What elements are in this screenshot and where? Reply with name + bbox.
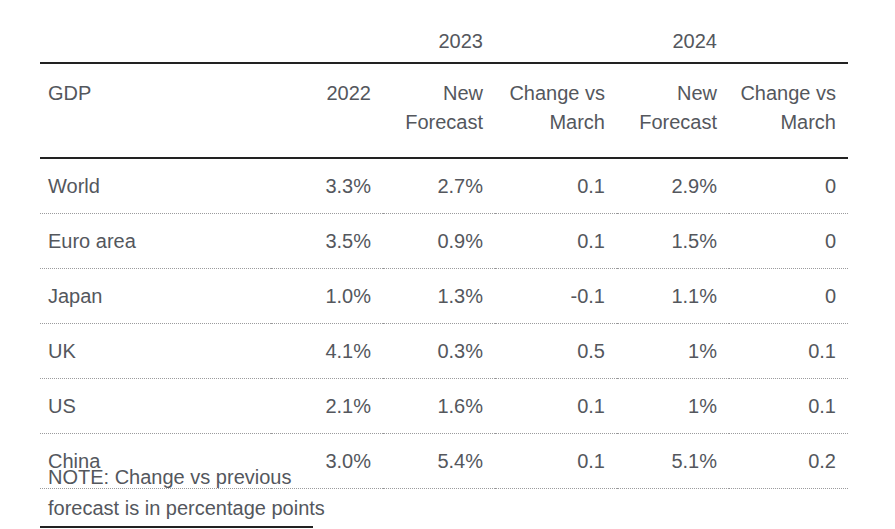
value-cell: 2.9% [617, 158, 729, 214]
value-cell: 1% [617, 379, 729, 434]
footnote-line-1: NOTE: Change vs previous [48, 462, 325, 493]
row-label: World [40, 158, 271, 214]
value-cell: 1.1% [617, 269, 729, 324]
value-cell: 1.0% [271, 269, 383, 324]
value-cell: 0 [729, 158, 848, 214]
value-cell: 4.1% [271, 324, 383, 379]
value-cell: 5.1% [617, 434, 729, 489]
value-cell: 0.1 [729, 379, 848, 434]
value-cell: 1.5% [617, 214, 729, 269]
value-cell: 0 [729, 269, 848, 324]
value-cell: 2.1% [271, 379, 383, 434]
gdp-forecast-table-graphic: 2023 2024 GDP 2022 New Forecast Change v… [0, 0, 895, 529]
year-header-2023: 2023 [383, 0, 495, 63]
spacer-cell [729, 0, 848, 63]
year-header-2024: 2024 [617, 0, 729, 63]
value-cell: 0.1 [729, 324, 848, 379]
column-header-row: GDP 2022 New Forecast Change vs March Ne… [40, 63, 848, 158]
spacer-cell [271, 0, 383, 63]
footnote-line-2: forecast is in percentage points [48, 493, 325, 524]
value-cell: 0.1 [495, 379, 617, 434]
bottom-rule-divider [40, 526, 313, 528]
col-header-2022: 2022 [271, 63, 383, 158]
row-label: Euro area [40, 214, 271, 269]
value-cell: 0.9% [383, 214, 495, 269]
value-cell: 1.3% [383, 269, 495, 324]
footnote: NOTE: Change vs previous forecast is in … [48, 462, 325, 524]
value-cell: 2.7% [383, 158, 495, 214]
value-cell: 0.1 [495, 214, 617, 269]
spacer-cell [495, 0, 617, 63]
table-row-euro-area: Euro area 3.5% 0.9% 0.1 1.5% 0 [40, 214, 848, 269]
row-label: Japan [40, 269, 271, 324]
row-label: UK [40, 324, 271, 379]
value-cell: 0.2 [729, 434, 848, 489]
value-cell: 5.4% [383, 434, 495, 489]
value-cell: 1.6% [383, 379, 495, 434]
col-header-change-vs-march-2023: Change vs March [495, 63, 617, 158]
value-cell: 3.5% [271, 214, 383, 269]
col-header-gdp: GDP [40, 63, 271, 158]
col-header-new-forecast-2024: New Forecast [617, 63, 729, 158]
col-header-change-vs-march-2024: Change vs March [729, 63, 848, 158]
value-cell: 1% [617, 324, 729, 379]
table-row-world: World 3.3% 2.7% 0.1 2.9% 0 [40, 158, 848, 214]
year-header-row: 2023 2024 [40, 0, 848, 63]
table-row-us: US 2.1% 1.6% 0.1 1% 0.1 [40, 379, 848, 434]
value-cell: -0.1 [495, 269, 617, 324]
col-header-new-forecast-2023: New Forecast [383, 63, 495, 158]
table-row-japan: Japan 1.0% 1.3% -0.1 1.1% 0 [40, 269, 848, 324]
value-cell: 0.1 [495, 158, 617, 214]
table-row-uk: UK 4.1% 0.3% 0.5 1% 0.1 [40, 324, 848, 379]
gdp-forecast-table: 2023 2024 GDP 2022 New Forecast Change v… [40, 0, 848, 489]
table-container: 2023 2024 GDP 2022 New Forecast Change v… [40, 0, 848, 489]
value-cell: 0.5 [495, 324, 617, 379]
value-cell: 0.3% [383, 324, 495, 379]
value-cell: 0 [729, 214, 848, 269]
value-cell: 3.3% [271, 158, 383, 214]
spacer-cell [40, 0, 271, 63]
row-label: US [40, 379, 271, 434]
value-cell: 0.1 [495, 434, 617, 489]
